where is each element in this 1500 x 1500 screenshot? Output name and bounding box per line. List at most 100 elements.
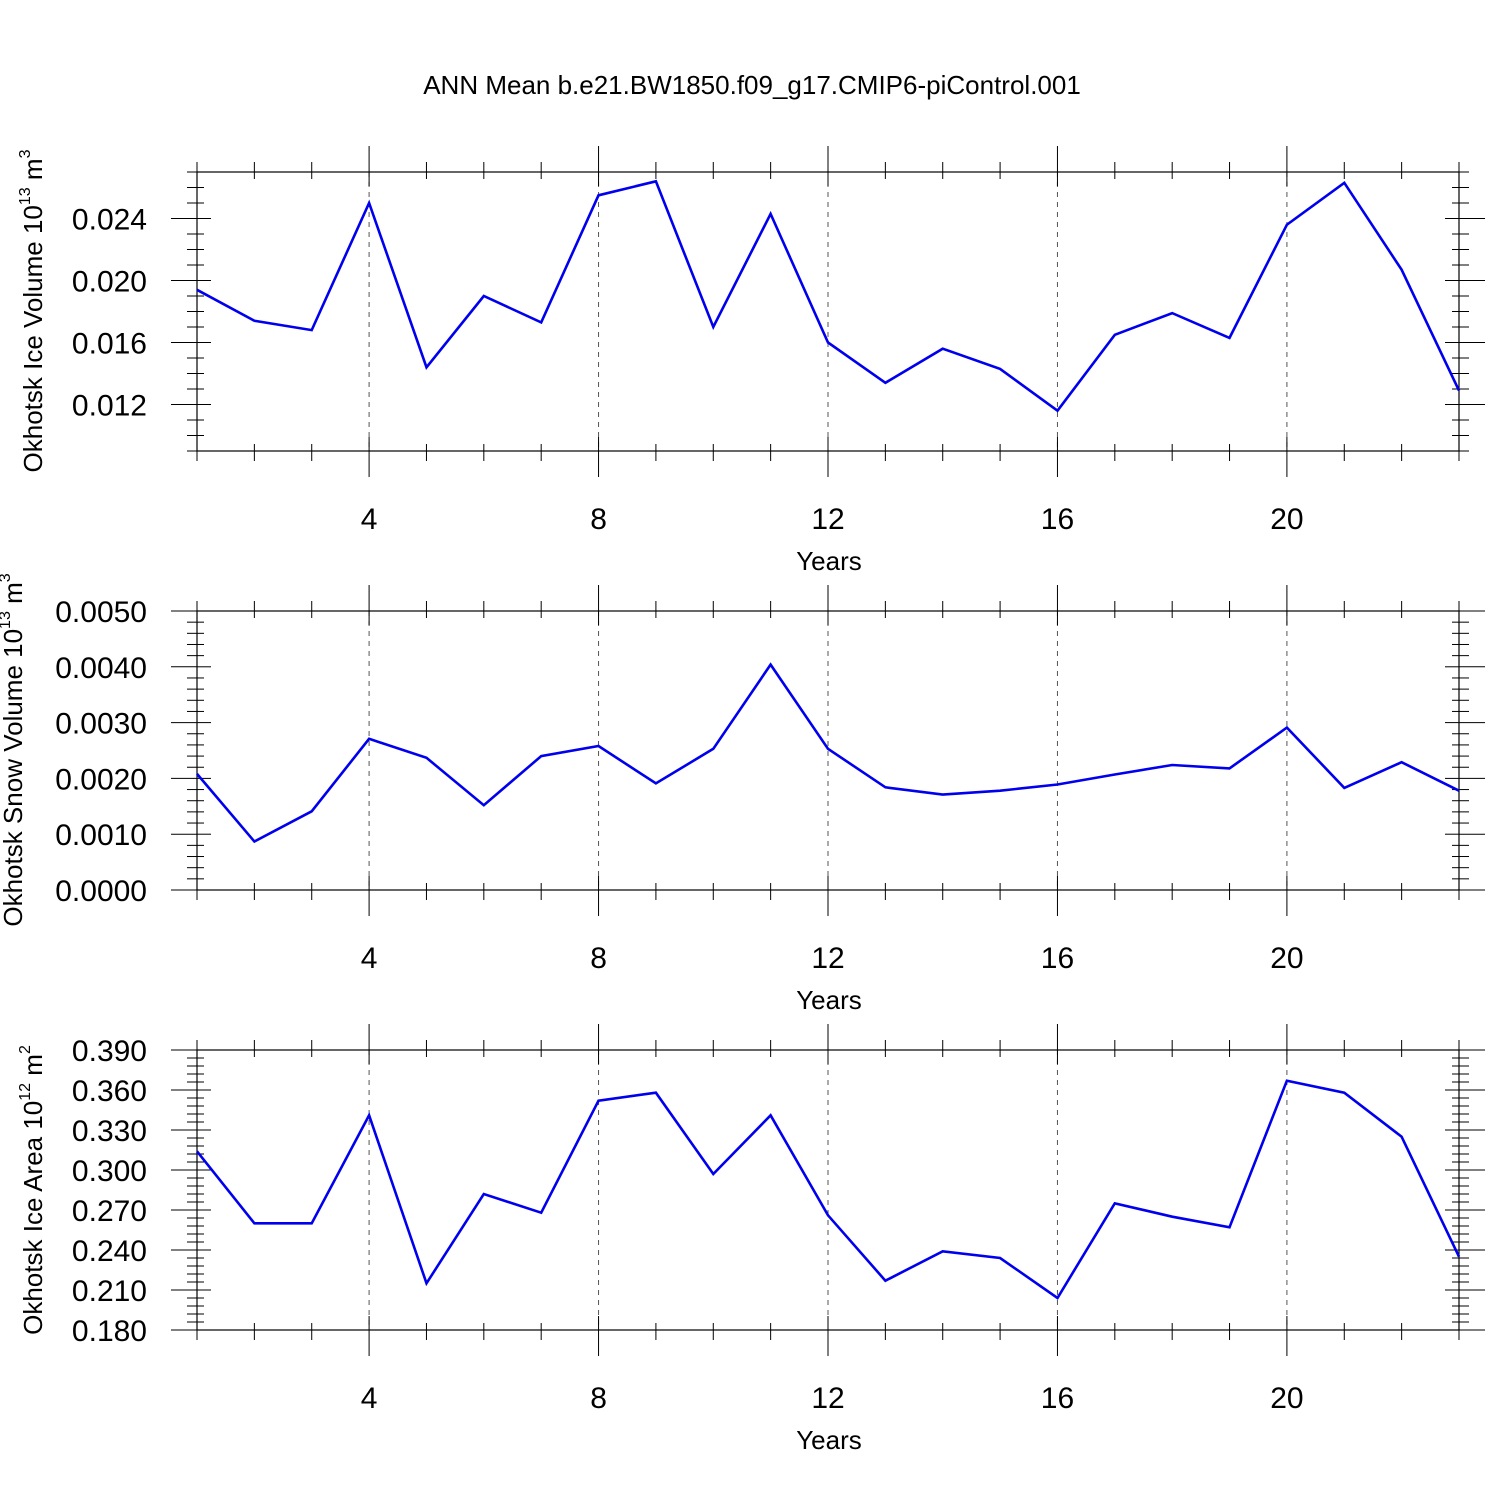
- ice-volume-data-point: [251, 318, 257, 324]
- ice-volume-data-point: [1112, 332, 1118, 338]
- snow-volume-plot-frame: [196, 610, 1460, 891]
- snow-volume-y-tick-label: 0.0040: [55, 652, 147, 685]
- snow-volume-data-point: [1169, 762, 1175, 768]
- panel-snow-volume-ylabel-exp: 13: [0, 611, 14, 629]
- ice-area-x-tick-label: 16: [1041, 1382, 1074, 1415]
- ice-volume-x-tick-label: 16: [1041, 503, 1074, 536]
- ice-area-y-tick-label: 0.330: [72, 1115, 147, 1148]
- ice-area-data-point: [538, 1210, 544, 1216]
- ice-volume-data-point: [309, 327, 315, 333]
- ice-volume-data-point: [1169, 310, 1175, 316]
- panel-ice-area-ylabel-unit: m: [18, 1054, 48, 1076]
- ice-area-series-line: [195, 1079, 1461, 1300]
- ice-area-x-tick-label: 12: [811, 1382, 844, 1415]
- ice-area-data-point: [1284, 1078, 1290, 1084]
- panel-snow-volume-xlabel: Years: [796, 985, 862, 1015]
- snow-volume-data-point: [1399, 759, 1405, 765]
- ice-area-x-tick-label: 20: [1270, 1382, 1303, 1415]
- ice-volume-data-point: [940, 346, 946, 352]
- snow-volume-data-point: [194, 771, 200, 777]
- panel-ice-area: 4 8 12 16 20 0.180 0.210 0.240 0.270 0.300 0.330 0.…: [17, 1024, 1485, 1455]
- panel-ice-volume-ylabel: Okhotsk Ice Volume 1013 m3: [17, 149, 48, 472]
- ice-area-data-point: [1112, 1200, 1118, 1206]
- ice-area-y-tick-label: 0.300: [72, 1155, 147, 1188]
- ice-area-data-point: [940, 1248, 946, 1254]
- ice-volume-y-tick-label: 0.016: [72, 328, 147, 361]
- panel-snow-volume: 4 8 12 16 20 0.0000 0.0010 0.0020 0.0030 0.0040 0.…: [0, 573, 1485, 1015]
- panel-ice-volume-ylabel-unit-exp: 3: [17, 149, 34, 158]
- ice-area-data-point: [1456, 1254, 1462, 1260]
- ice-area-y-tick-label: 0.360: [72, 1075, 147, 1108]
- ice-area-data-point: [251, 1220, 257, 1226]
- ice-area-data-point: [1341, 1090, 1347, 1096]
- snow-volume-data-point: [423, 755, 429, 761]
- ice-area-data-point: [710, 1171, 716, 1177]
- snow-volume-data-point: [825, 746, 831, 752]
- figure-title: ANN Mean b.e21.BW1850.f09_g17.CMIP6-piCo…: [423, 70, 1081, 100]
- snow-volume-data-point: [366, 736, 372, 742]
- ice-volume-data-point: [194, 287, 200, 293]
- snow-volume-data-point: [1456, 788, 1462, 794]
- snow-volume-data-point: [882, 784, 888, 790]
- snow-volume-x-tick-label: 20: [1270, 942, 1303, 975]
- panel-ice-area-ylabel-unit-exp: 2: [17, 1045, 34, 1054]
- ice-area-data-point: [768, 1112, 774, 1118]
- ice-volume-data-point: [997, 366, 1003, 372]
- snow-volume-data-point: [596, 743, 602, 749]
- ice-area-data-point: [1169, 1214, 1175, 1220]
- snow-volume-x-tick-label: 16: [1041, 942, 1074, 975]
- snow-volume-y-tick-label: 0.0000: [55, 875, 147, 908]
- snow-volume-data-point: [481, 802, 487, 808]
- ice-volume-data-point: [653, 178, 659, 184]
- snow-volume-series-line: [196, 662, 1460, 844]
- ice-area-data-point: [423, 1280, 429, 1286]
- ice-area-data-point: [997, 1255, 1003, 1261]
- ice-area-data-point: [882, 1278, 888, 1284]
- ice-area-y-tick-label: 0.270: [72, 1195, 147, 1228]
- ice-volume-plot-frame: [196, 171, 1460, 452]
- snow-volume-y-tick-label: 0.0030: [55, 708, 147, 741]
- snow-volume-data-point: [538, 753, 544, 759]
- ice-area-y-tick-label: 0.180: [72, 1315, 147, 1348]
- snow-volume-data-point: [997, 788, 1003, 794]
- ice-area-y-tick-label: 0.240: [72, 1235, 147, 1268]
- ice-area-data-point: [596, 1098, 602, 1104]
- ice-volume-data-point: [596, 192, 602, 198]
- panel-snow-volume-ylabel-text: Okhotsk Snow Volume 10: [0, 629, 28, 927]
- snow-volume-data-point: [1284, 725, 1290, 731]
- snow-volume-data-point: [1112, 771, 1118, 777]
- ice-area-data-point: [366, 1112, 372, 1118]
- ice-area-data-point: [194, 1148, 200, 1154]
- snow-volume-y-tick-label: 0.0010: [55, 819, 147, 852]
- panel-ice-area-ylabel: Okhotsk Ice Area 1012 m2: [17, 1045, 48, 1335]
- snow-volume-data-point: [768, 662, 774, 668]
- ice-volume-data-point: [1399, 267, 1405, 273]
- panel-snow-volume-ylabel: Okhotsk Snow Volume 1013 m3: [0, 573, 28, 926]
- snow-volume-y-tick-label: 0.0050: [55, 596, 147, 629]
- ice-volume-series-line: [196, 179, 1461, 413]
- ice-volume-x-tick-label: 4: [361, 503, 378, 536]
- panel-ice-area-ylabel-text: Okhotsk Ice Area 10: [18, 1101, 48, 1335]
- snow-volume-data-point: [1227, 765, 1233, 771]
- ice-area-data-point: [653, 1090, 659, 1096]
- ice-volume-data-point: [882, 380, 888, 386]
- snow-volume-data-point: [1054, 782, 1060, 788]
- ice-volume-y-tick-label: 0.020: [72, 266, 147, 299]
- panel-ice-volume-xlabel: Years: [796, 546, 862, 576]
- ice-area-y-tick-label: 0.210: [72, 1275, 147, 1308]
- ice-volume-x-tick-label: 20: [1270, 503, 1303, 536]
- ice-area-data-point: [1399, 1134, 1405, 1140]
- panel-ice-volume-ylabel-unit: m: [18, 158, 48, 180]
- snow-volume-data-point: [940, 792, 946, 798]
- ice-volume-data-point: [366, 200, 372, 206]
- ice-volume-data-point: [768, 211, 774, 217]
- ice-volume-y-tick-label: 0.024: [72, 204, 147, 237]
- panel-ice-volume-ylabel-exp: 13: [17, 187, 34, 205]
- ice-volume-x-tick-label: 12: [811, 503, 844, 536]
- ice-area-data-point: [1054, 1295, 1060, 1301]
- snow-volume-x-tick-label: 4: [361, 942, 378, 975]
- ice-volume-data-point: [1341, 180, 1347, 186]
- ice-volume-y-tick-label: 0.012: [72, 390, 147, 423]
- snow-volume-data-point: [1341, 785, 1347, 791]
